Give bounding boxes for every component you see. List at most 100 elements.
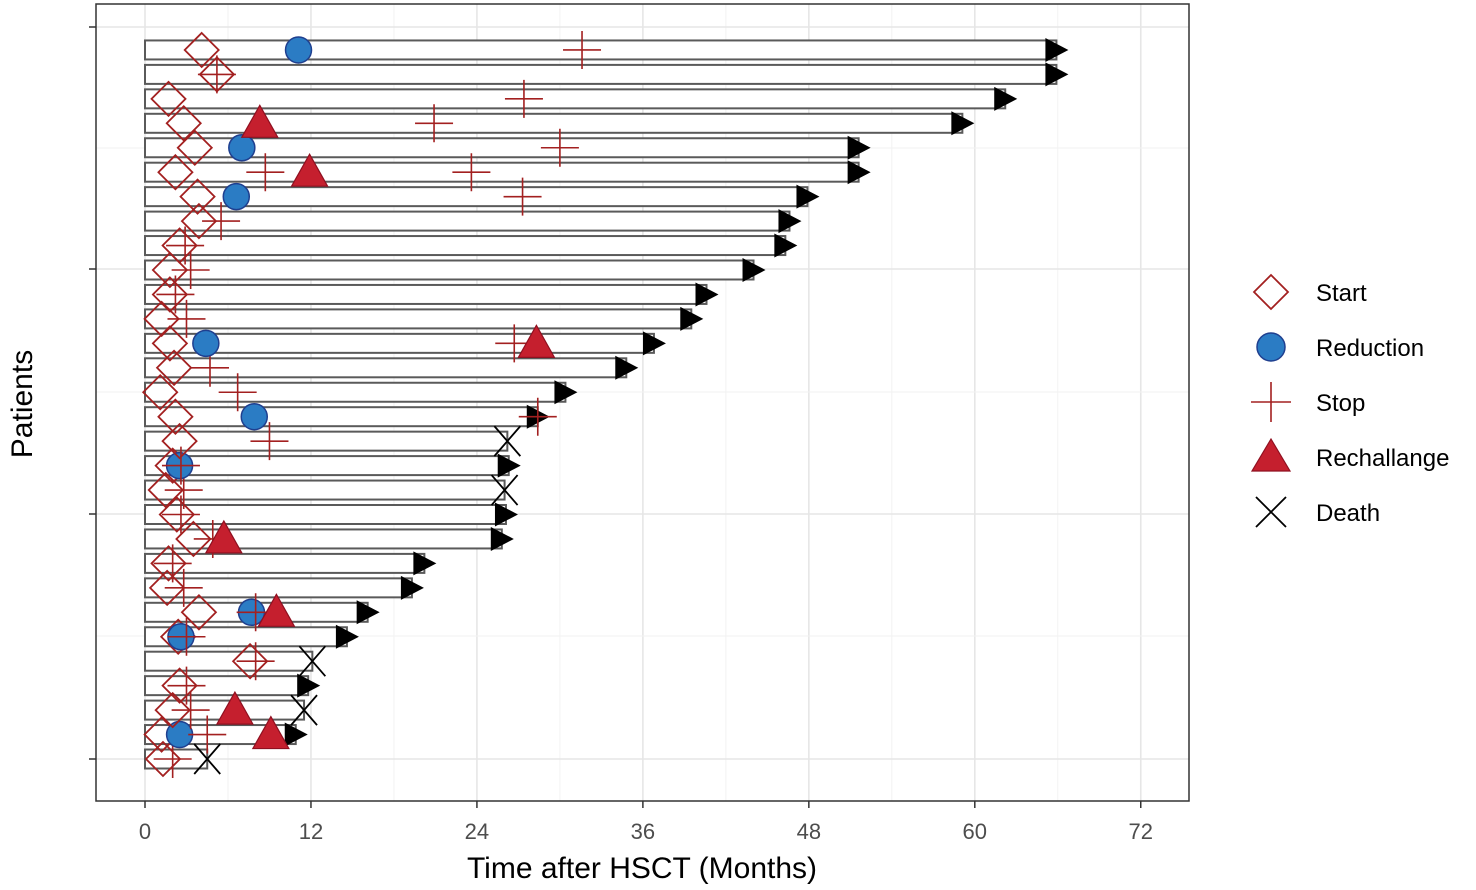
ongoing-arrow bbox=[413, 551, 437, 576]
rechallenge-marker bbox=[240, 104, 279, 138]
legend-death-icon bbox=[1255, 496, 1287, 528]
x-axis-title: Time after HSCT (Months) bbox=[467, 852, 817, 885]
ongoing-arrow bbox=[497, 453, 521, 478]
stop-marker bbox=[415, 104, 454, 143]
stop-marker bbox=[218, 373, 257, 412]
patient-bar bbox=[144, 88, 1007, 110]
ongoing-arrow bbox=[490, 526, 514, 551]
stop-marker bbox=[188, 715, 227, 754]
rechallenge-marker bbox=[204, 519, 243, 554]
ongoing-arrow bbox=[400, 575, 424, 600]
legend-item-death: Death bbox=[1255, 496, 1380, 528]
ongoing-arrow bbox=[554, 380, 578, 405]
patient-bar bbox=[144, 650, 314, 672]
stop-marker bbox=[171, 691, 210, 730]
ongoing-arrow bbox=[774, 233, 798, 258]
rechallenge-marker bbox=[290, 152, 329, 187]
reduction-marker bbox=[240, 402, 269, 431]
stop-marker bbox=[161, 495, 200, 534]
stop-marker bbox=[246, 153, 285, 192]
start-marker bbox=[180, 594, 218, 631]
ongoing-arrow bbox=[642, 331, 666, 356]
start-marker bbox=[180, 202, 218, 240]
stop-marker bbox=[518, 397, 557, 436]
y-axis-title: Patients bbox=[6, 350, 39, 458]
stop-marker bbox=[540, 128, 579, 167]
start-marker bbox=[161, 227, 198, 264]
reduction-marker bbox=[228, 134, 256, 162]
event-markers bbox=[141, 30, 602, 778]
stop-marker bbox=[167, 666, 206, 705]
rechallenge-marker bbox=[215, 690, 254, 725]
patient-bar bbox=[144, 235, 787, 257]
rechallenge-marker bbox=[257, 593, 296, 627]
rechallenge-marker bbox=[251, 715, 290, 750]
start-marker bbox=[141, 373, 179, 411]
death-marker bbox=[290, 694, 318, 726]
ongoing-arrow bbox=[1045, 37, 1069, 62]
start-marker bbox=[151, 276, 189, 313]
start-marker bbox=[165, 105, 202, 142]
rechallenge-marker bbox=[517, 324, 556, 358]
stop-marker bbox=[503, 177, 542, 216]
patient-bar bbox=[144, 430, 509, 452]
ongoing-arrow bbox=[742, 258, 766, 282]
patient-bar bbox=[144, 210, 791, 232]
legend-item-rechallenge: Rechallange bbox=[1250, 437, 1449, 472]
start-marker bbox=[150, 545, 187, 582]
stop-marker bbox=[171, 251, 210, 289]
ongoing-arrow bbox=[695, 282, 719, 307]
ongoing-arrow bbox=[335, 624, 359, 649]
start-marker bbox=[151, 325, 189, 362]
start-marker bbox=[148, 569, 186, 607]
stop-marker bbox=[161, 446, 200, 485]
start-marker bbox=[175, 520, 212, 558]
legend-reduction-icon bbox=[1256, 332, 1286, 362]
ongoing-arrow bbox=[284, 722, 308, 747]
stop-marker bbox=[452, 153, 491, 192]
legend-label: Reduction bbox=[1316, 335, 1424, 362]
patient-bar bbox=[144, 381, 567, 403]
legend-item-start: Start bbox=[1252, 273, 1367, 311]
start-marker bbox=[176, 129, 214, 167]
stop-marker bbox=[504, 79, 543, 118]
stop-marker bbox=[563, 30, 602, 69]
start-marker bbox=[161, 667, 198, 704]
ongoing-arrow bbox=[297, 673, 321, 698]
patient-bar bbox=[144, 283, 708, 305]
legend-label: Death bbox=[1316, 500, 1380, 527]
ongoing-arrow bbox=[1045, 62, 1069, 87]
start-marker bbox=[179, 178, 216, 215]
ongoing-arrow bbox=[847, 135, 871, 160]
ongoing-arrow bbox=[356, 600, 380, 625]
start-marker bbox=[161, 422, 198, 460]
legend-label: Stop bbox=[1316, 390, 1365, 417]
start-marker bbox=[231, 642, 269, 680]
ongoing-arrow bbox=[680, 306, 704, 331]
legend-rechallenge-icon bbox=[1250, 437, 1292, 472]
stop-marker bbox=[250, 422, 289, 461]
patient-bars bbox=[144, 39, 1058, 770]
legend-item-stop: Stop bbox=[1251, 382, 1365, 422]
x-tick-label: 72 bbox=[1129, 819, 1153, 844]
stop-marker bbox=[197, 55, 236, 94]
x-tick-label: 24 bbox=[465, 819, 489, 844]
ongoing-arrow bbox=[951, 111, 975, 136]
start-marker bbox=[147, 471, 185, 509]
ongoing-arrow bbox=[847, 160, 871, 185]
legend-start-icon bbox=[1252, 273, 1290, 311]
start-marker bbox=[155, 349, 193, 387]
x-tick-label: 12 bbox=[299, 819, 323, 844]
legend-label: Rechallange bbox=[1316, 445, 1449, 472]
legend-label: Start bbox=[1316, 280, 1367, 307]
death-marker bbox=[193, 743, 221, 775]
death-marker bbox=[298, 645, 327, 677]
reduction-marker bbox=[284, 36, 313, 64]
stop-marker bbox=[167, 299, 206, 338]
ongoing-arrow bbox=[796, 184, 820, 209]
stop-marker bbox=[166, 226, 205, 265]
start-marker bbox=[183, 31, 220, 69]
start-marker bbox=[151, 251, 189, 289]
x-tick-label: 60 bbox=[963, 819, 987, 844]
